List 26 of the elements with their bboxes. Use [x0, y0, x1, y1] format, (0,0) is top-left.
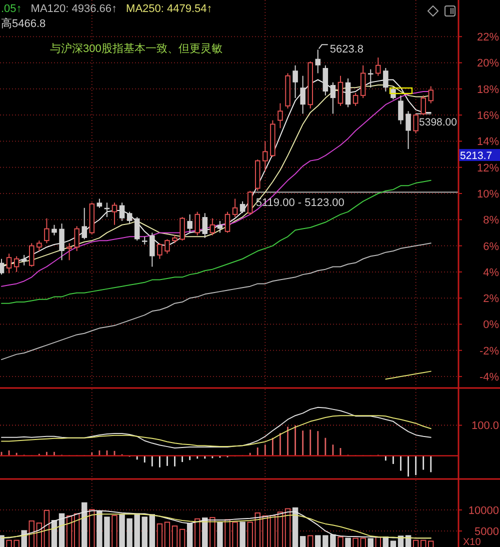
y-tick-label: -4% [479, 372, 500, 384]
y-tick-label: 8% [483, 214, 500, 227]
y-tick-label: 5000 [474, 526, 499, 538]
y-tick-label: 10000 [468, 504, 499, 517]
y-tick-label: 14% [476, 136, 500, 148]
y-tick-label: 2% [483, 293, 500, 306]
text: MA250: 4479.54↑ [126, 3, 212, 15]
annotation: 5623.8 [330, 44, 364, 56]
y-tick-label: 0% [483, 319, 500, 332]
y-tick-label: 18% [476, 84, 500, 96]
text: .05↑ [1, 3, 22, 15]
text: MA120: 4936.66↑ [30, 3, 118, 15]
text: X10 [463, 537, 482, 547]
y-tick-label: 6% [483, 240, 500, 253]
text: 5213.7 [460, 150, 492, 162]
annotation: 5398.00 [419, 116, 458, 129]
annotation: 高5466.8 [1, 17, 46, 30]
y-tick-label: 20% [476, 58, 500, 70]
y-tick-label: -2% [479, 345, 500, 358]
y-tick-label: 16% [476, 110, 500, 122]
y-tick-label: 12% [476, 162, 500, 174]
y-tick-label: 22% [476, 32, 500, 44]
y-tick-label: 10% [476, 188, 500, 200]
annotation: 与沪深300股指基本一致、但更灵敏 [50, 42, 222, 55]
y-tick-label: 4% [483, 266, 500, 279]
text: 100.0 [471, 420, 499, 432]
